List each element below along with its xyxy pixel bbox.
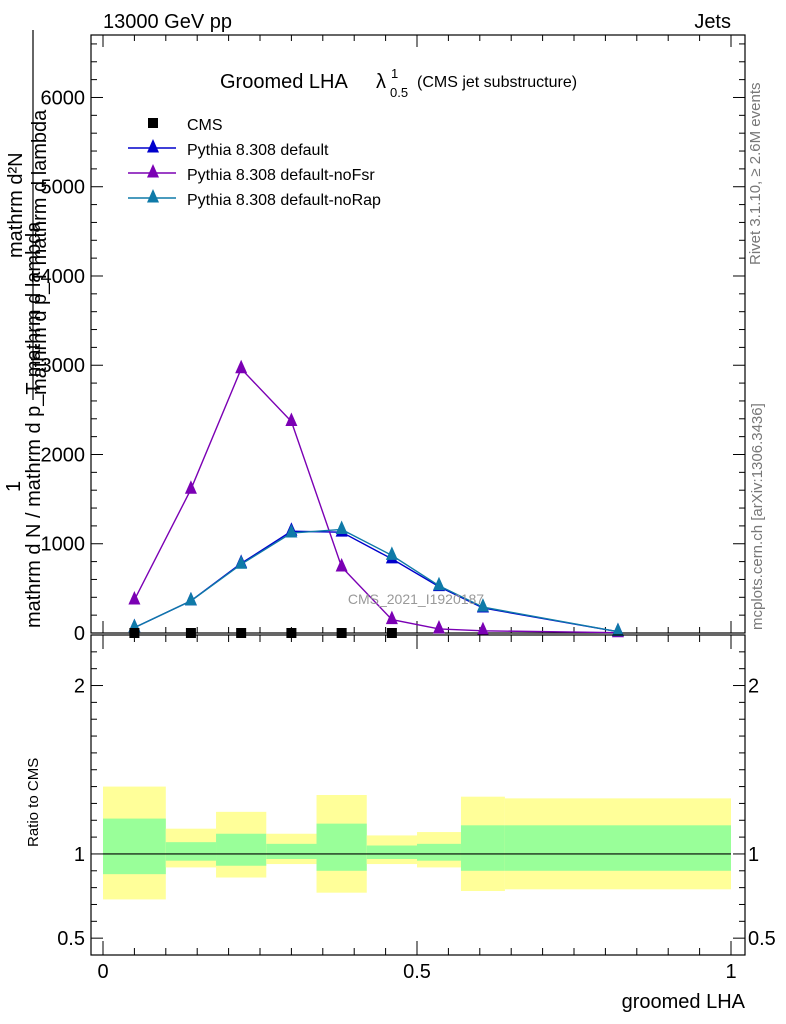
series-point	[476, 621, 489, 636]
cms-point	[185, 628, 196, 638]
ratio-tick-label-right: 0.5	[748, 928, 776, 950]
series-point	[385, 610, 398, 625]
series-line	[134, 530, 619, 633]
plot-title: Groomed LHA λ 1 0.5 (CMS jet substructur…	[220, 66, 577, 100]
legend-label: Pythia 8.308 default	[187, 142, 329, 159]
legend-marker	[148, 118, 158, 128]
legend-marker	[147, 164, 159, 178]
ratio-inner-band	[504, 825, 731, 871]
cms-point	[286, 628, 297, 638]
x-tick-label: 0.5	[403, 961, 431, 983]
main-panel: 0 1000 2000 3000 4000 5000 6000 CMS_2021_I1920…	[41, 34, 746, 645]
series-point	[335, 520, 348, 534]
legend-marker	[147, 139, 159, 153]
series-line	[134, 528, 619, 633]
title-symbol: λ	[376, 71, 386, 93]
ratio-bands	[103, 786, 731, 900]
ratio-inner-band	[316, 823, 367, 871]
series-point	[432, 619, 445, 634]
cms-point	[129, 628, 140, 638]
series-point	[476, 598, 489, 612]
title-main: Groomed LHA	[220, 71, 348, 93]
ratio-axes: 0.5 0.5 1 1 2 2 0 0.5 1	[57, 634, 776, 983]
series-point	[235, 555, 248, 569]
legend-label: Pythia 8.308 default-noFsr	[187, 167, 375, 184]
series-point	[432, 576, 445, 591]
cms-point	[236, 628, 247, 638]
series-point	[235, 359, 248, 374]
series-point	[184, 480, 197, 494]
ratio-tick-label-right: 1	[748, 844, 759, 866]
legend-label: CMS	[187, 117, 223, 134]
title-sup: 1	[391, 66, 398, 81]
ratio-inner-band	[366, 845, 417, 859]
ylabel-numerator-sub: mathrm d p_T mathrm d lambda	[29, 109, 51, 395]
series-point	[128, 590, 141, 605]
header-left: 13000 GeV pp	[103, 11, 232, 33]
header-right: Jets	[694, 11, 731, 33]
watermark: CMS_2021_I1920187	[348, 591, 484, 607]
y-tick-label: 2000	[41, 444, 86, 466]
title-note: (CMS jet substructure)	[417, 74, 577, 91]
ratio-inner-band	[266, 843, 317, 859]
ylabel-denominator: mathrm d N / mathrm d p_T mathrm d lambd…	[23, 221, 45, 628]
y-tick-label: 6000	[41, 87, 86, 109]
ratio-inner-band	[216, 833, 267, 866]
y-tick-label: 0	[74, 623, 85, 645]
ratio-frame	[90, 634, 746, 956]
ratio-inner-band	[460, 825, 505, 871]
ratio-tick-label: 1	[74, 844, 85, 866]
series-point	[184, 591, 197, 606]
main-axes: 0 1000 2000 3000 4000 5000 6000	[41, 34, 746, 645]
ylabel-one: 1	[3, 481, 25, 492]
series-point	[285, 524, 298, 538]
ratio-panel: 0.5 0.5 1 1 2 2 0 0.5 1 Ratio to CMS	[25, 634, 776, 983]
ratio-ylabel: Ratio to CMS	[25, 758, 42, 847]
series-point	[285, 412, 298, 426]
y-tick-label: 1000	[41, 534, 86, 556]
series-point	[385, 546, 398, 560]
cms-point	[386, 628, 397, 638]
main-ylabel: mathrm d²N mathrm d p_T mathrm d lambda …	[3, 30, 51, 628]
series-point	[335, 557, 348, 572]
ylabel-numerator: mathrm d²N	[5, 152, 27, 258]
cms-point	[336, 628, 347, 638]
legend-marker	[147, 189, 159, 203]
series-point	[611, 622, 624, 637]
ratio-inner-band	[417, 843, 461, 861]
ratio-tick-label: 0.5	[57, 928, 85, 950]
legend-label: Pythia 8.308 default-noRap	[187, 192, 381, 209]
y-tick-label: 5000	[41, 177, 86, 199]
legend: CMS Pythia 8.308 default Pythia 8.308 defa…	[128, 117, 381, 209]
main-series	[128, 359, 624, 638]
y-tick-label: 3000	[41, 355, 86, 377]
ratio-inner-band	[165, 842, 217, 861]
x-tick-label: 1	[725, 961, 736, 983]
title-sub: 0.5	[390, 85, 408, 100]
mcplots-label: mcplots.cern.ch [arXiv:1306.3436]	[749, 403, 766, 630]
ratio-tick-label-right: 2	[748, 676, 759, 698]
y-tick-label: 4000	[41, 266, 86, 288]
main-frame	[90, 34, 746, 634]
ratio-inner-band	[103, 818, 166, 875]
x-tick-label: 0	[97, 961, 108, 983]
x-axis-label: groomed LHA	[622, 991, 746, 1013]
ratio-tick-label: 2	[74, 676, 85, 698]
rivet-label: Rivet 3.1.10, ≥ 2.6M events	[747, 83, 764, 266]
